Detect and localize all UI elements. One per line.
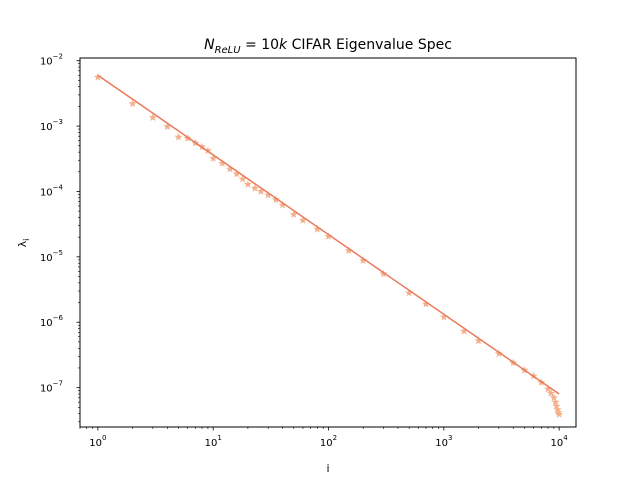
eigenvalue-point (226, 164, 235, 173)
eigenvalue-point (289, 210, 298, 218)
y-tick-label: 10−5 (40, 249, 63, 264)
x-tick-label: 100 (89, 434, 106, 449)
eigenvalue-point (553, 405, 562, 414)
eigenvalue-point (554, 408, 563, 416)
y-tick-label: 10−7 (40, 380, 63, 395)
y-axis-ticks: 10−7 10−6 10−5 10−4 10−3 10−2 (40, 53, 80, 423)
eigenvalue-point (549, 393, 558, 402)
eigenvalue-point (243, 180, 252, 188)
eigenvalue-point (264, 190, 273, 199)
x-axis-label: i (326, 462, 329, 475)
plot-area (79, 57, 577, 428)
title-k: k (279, 37, 288, 53)
eigenvalue-point (298, 216, 307, 224)
eigenvalue-point (474, 336, 483, 345)
plot-frame (79, 57, 577, 428)
eigenvalue-point (494, 349, 503, 358)
title-text: CIFAR Eigenvalue Spec (287, 37, 452, 53)
eigenvalue-point (439, 312, 448, 321)
fit-line (97, 74, 560, 395)
eigenvalue-point (543, 384, 552, 393)
title-symbol: N (204, 37, 215, 53)
y-axis-label-symbol: λ (16, 240, 29, 247)
eigenvalue-point (238, 174, 247, 183)
eigenvalue-point (163, 122, 172, 131)
eigenvalue-point (209, 154, 218, 162)
eigenvalue-point (359, 256, 368, 264)
y-tick-label: 10−4 (40, 183, 64, 198)
eigenvalue-point (324, 232, 333, 240)
chart-title: NReLU = 10k CIFAR Eigenvalue Spec (204, 37, 452, 56)
series-layer (93, 72, 564, 418)
y-axis-label: λi (16, 239, 31, 248)
x-tick-label: 104 (551, 434, 569, 449)
eigenvalue-point (555, 410, 564, 418)
x-tick-label: 101 (205, 434, 222, 449)
y-tick-label: 10−3 (40, 118, 63, 133)
eigenvalue-point (250, 184, 259, 192)
y-axis-label-subscript: i (22, 239, 31, 241)
eigenvalue-point (421, 299, 430, 308)
eigenvalue-point (405, 288, 414, 297)
eigenvalue-point (547, 389, 555, 397)
eigenvalue-point (174, 132, 183, 141)
eigenvalue-point (93, 72, 102, 81)
eigenvalue-point (257, 187, 266, 195)
eigenvalue-point (552, 402, 561, 410)
eigenvalue-point (313, 224, 322, 233)
title-equals: = 10 (241, 37, 279, 53)
eigenvalue-point (203, 146, 212, 155)
eigenvalue-point (218, 159, 227, 167)
x-tick-label: 102 (320, 434, 337, 449)
eigenvalue-point (128, 99, 137, 108)
title-subscript: ReLU (215, 45, 242, 56)
eigenvalue-point (460, 326, 469, 335)
y-tick-label: 10−2 (40, 53, 63, 68)
eigenvalue-point (148, 113, 157, 121)
eigenvalue-point (344, 246, 353, 254)
eigenvalue-point (551, 397, 560, 406)
eigenvalue-point (278, 200, 287, 209)
eigenvalue-point (271, 195, 280, 204)
y-tick-label: 10−6 (40, 314, 64, 329)
x-axis-ticks: 100 101 102 103 104 (79, 427, 569, 449)
eigenvalue-point (232, 169, 241, 178)
x-tick-label: 103 (435, 434, 452, 449)
